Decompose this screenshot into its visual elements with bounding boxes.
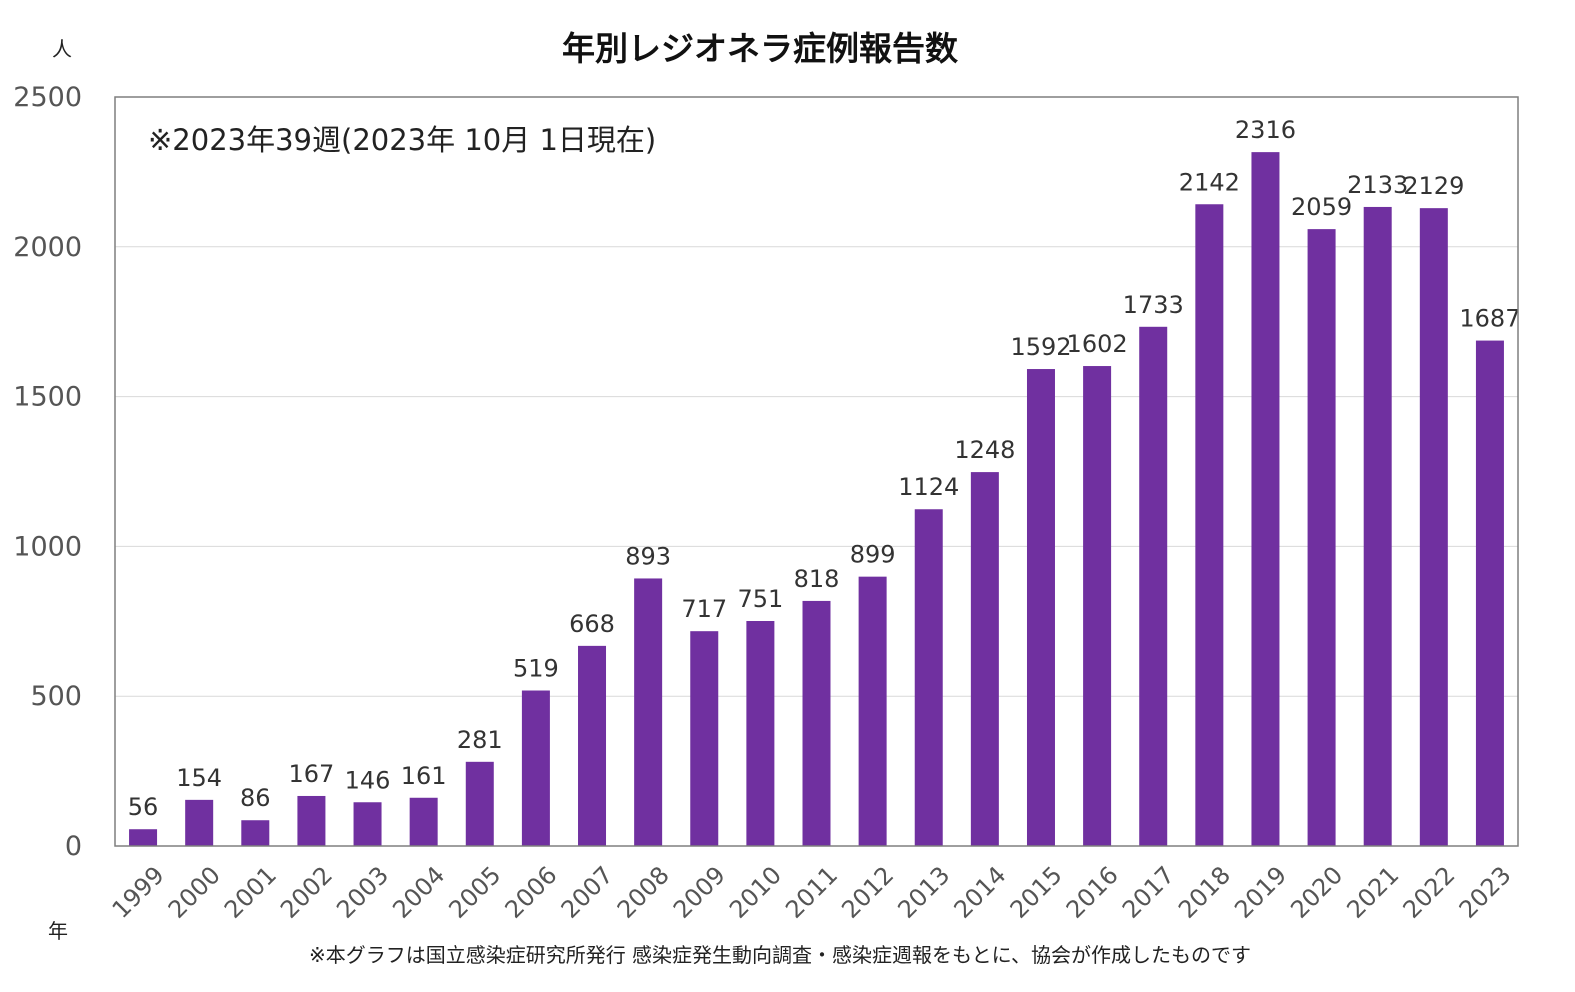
- x-tick-label-2007: 2007: [556, 861, 619, 924]
- y-tick-label: 1500: [13, 382, 82, 413]
- data-label-2014: 1248: [954, 436, 1015, 464]
- data-label-2006: 519: [513, 655, 559, 683]
- y-tick-label: 2000: [13, 232, 82, 263]
- data-label-2007: 668: [569, 610, 615, 638]
- x-tick-label-2023: 2023: [1454, 861, 1517, 924]
- data-label-2022: 2129: [1403, 172, 1464, 200]
- x-tick-label-2010: 2010: [724, 861, 787, 924]
- data-label-2009: 717: [681, 595, 727, 623]
- bar-2020: [1307, 229, 1336, 846]
- x-axis-ticks: 1999200020012002200320042005200620072008…: [107, 861, 1517, 924]
- bar-2009: [690, 631, 719, 846]
- y-tick-label: 500: [30, 681, 82, 712]
- x-tick-label-2021: 2021: [1341, 861, 1404, 924]
- x-tick-label-2013: 2013: [892, 861, 955, 924]
- data-label-2016: 1602: [1067, 330, 1128, 358]
- source-footnote: ※本グラフは国立感染症研究所発行 感染症発生動向調査・感染症週報をもとに、協会が…: [309, 943, 1251, 967]
- bar-2001: [241, 820, 270, 846]
- data-label-2005: 281: [457, 726, 503, 754]
- x-tick-label-2000: 2000: [163, 861, 226, 924]
- data-label-1999: 56: [128, 793, 159, 821]
- bar-2011: [802, 600, 831, 846]
- x-tick-label-2022: 2022: [1398, 861, 1461, 924]
- bar-2000: [185, 799, 214, 846]
- data-label-2017: 1733: [1123, 291, 1184, 319]
- bar-2006: [521, 690, 550, 846]
- chart-title: 年別レジオネラ症例報告数: [562, 29, 959, 68]
- bar-2015: [1026, 369, 1055, 846]
- bar-2002: [297, 795, 326, 846]
- x-tick-label-2003: 2003: [331, 861, 394, 924]
- bar-2013: [914, 509, 943, 846]
- bar-2005: [465, 761, 494, 846]
- bar-2014: [970, 472, 999, 846]
- bar-2010: [746, 621, 775, 846]
- x-tick-label-2020: 2020: [1285, 861, 1348, 924]
- bar-2012: [858, 576, 887, 846]
- bar-2003: [353, 802, 382, 846]
- bar-2016: [1083, 366, 1112, 846]
- data-label-2003: 146: [345, 766, 391, 794]
- x-tick-label-2018: 2018: [1173, 861, 1236, 924]
- x-tick-label-2005: 2005: [443, 861, 506, 924]
- data-label-2002: 167: [289, 760, 335, 788]
- x-tick-label-2015: 2015: [1005, 861, 1068, 924]
- x-tick-label-2017: 2017: [1117, 861, 1180, 924]
- date-annotation: ※2023年39週(2023年 10月 1日現在): [148, 123, 656, 157]
- data-label-2023: 1687: [1459, 305, 1520, 333]
- data-label-2000: 154: [176, 764, 222, 792]
- bar-2007: [578, 645, 607, 846]
- y-axis-unit-label: 人: [52, 37, 72, 61]
- data-labels: 56 154 86 167 146 161 281 519 668 893 717 751 818 899…: [128, 116, 1521, 821]
- data-label-2001: 86: [240, 784, 271, 812]
- bar-2023: [1475, 340, 1504, 846]
- x-tick-label-2001: 2001: [219, 861, 282, 924]
- bar-2004: [409, 797, 438, 846]
- data-label-2018: 2142: [1179, 168, 1240, 196]
- data-label-2008: 893: [625, 542, 671, 570]
- data-label-2013: 1124: [898, 473, 959, 501]
- x-tick-label-2012: 2012: [836, 861, 899, 924]
- x-tick-label-2004: 2004: [387, 861, 450, 924]
- data-label-2015: 1592: [1010, 333, 1071, 361]
- y-axis-ticks: 0 500 1000 1500 2000 2500: [13, 82, 82, 862]
- x-tick-label-1999: 1999: [107, 861, 170, 924]
- x-tick-label-2016: 2016: [1061, 861, 1124, 924]
- data-label-2020: 2059: [1291, 193, 1352, 221]
- bar-2021: [1363, 206, 1392, 847]
- x-tick-label-2008: 2008: [612, 861, 675, 924]
- y-tick-label: 0: [65, 831, 82, 862]
- data-label-2011: 818: [794, 565, 840, 593]
- bars: [129, 152, 1504, 847]
- bar-1999: [129, 829, 158, 846]
- data-label-2021: 2133: [1347, 171, 1408, 199]
- plot-area-border: [114, 96, 1519, 847]
- x-tick-label-2019: 2019: [1229, 861, 1292, 924]
- data-label-2004: 161: [401, 762, 447, 790]
- bar-2017: [1139, 326, 1168, 846]
- bar-2018: [1195, 204, 1224, 846]
- x-tick-label-2014: 2014: [949, 861, 1012, 924]
- x-tick-label-2009: 2009: [668, 861, 731, 924]
- data-label-2019: 2316: [1235, 116, 1296, 144]
- bar-2019: [1251, 152, 1280, 846]
- data-label-2012: 899: [850, 541, 896, 569]
- x-tick-label-2006: 2006: [500, 861, 563, 924]
- x-tick-label-2002: 2002: [275, 861, 338, 924]
- bar-2022: [1419, 208, 1448, 846]
- x-axis-unit-label: 年: [48, 919, 68, 943]
- y-tick-label: 1000: [13, 531, 82, 562]
- x-tick-label-2011: 2011: [780, 861, 843, 924]
- bar-2008: [634, 578, 663, 846]
- data-label-2010: 751: [737, 585, 783, 613]
- y-tick-label: 2500: [13, 82, 82, 113]
